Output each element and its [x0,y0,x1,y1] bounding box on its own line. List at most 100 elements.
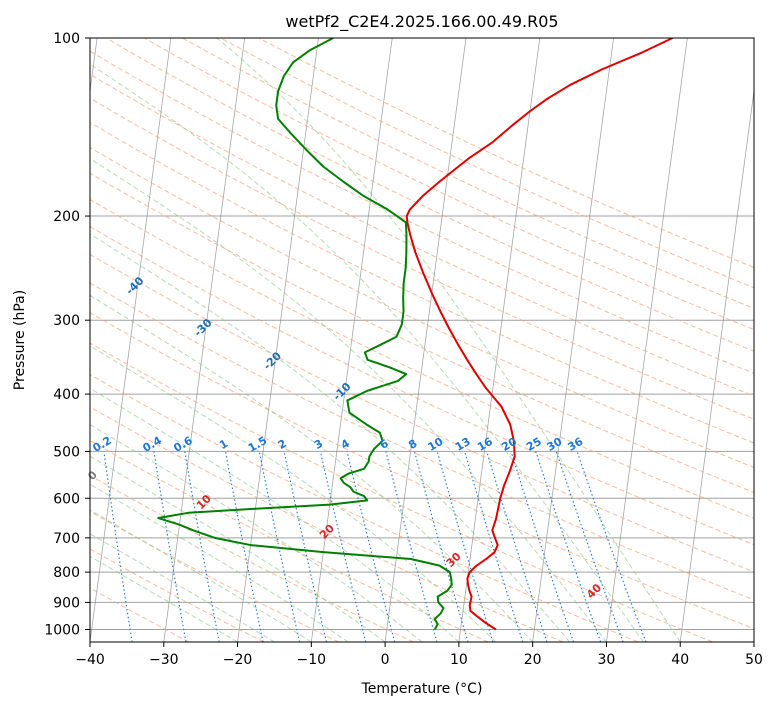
moist-adiabat-line [90,63,644,642]
dry-adiabat-line [90,146,754,469]
mixing-ratio-line [385,451,438,642]
dry-adiabat-line [219,38,754,289]
y-tick-label: 100 [53,31,80,47]
grid-layer [90,38,754,642]
isotherm-line [458,38,541,642]
moist-adiabat-line [90,387,460,642]
mixing-ratio-line [555,451,624,642]
mixing-ratio-line [103,451,133,642]
mixing-ratio-line [153,451,187,642]
y-tick-label: 200 [53,209,80,225]
x-tick-label: 10 [450,652,468,668]
isotherm-line [90,38,172,642]
dry-adiabat-line [90,406,564,642]
isotherm-line [679,88,754,642]
x-tick-label: 40 [671,652,689,668]
moist-adiabat-line [90,158,607,642]
isotherm-line [237,38,319,642]
mixing-ratio-label: 3 [312,437,325,452]
isotherm-line [90,38,98,95]
mixing-ratio-line [413,451,469,642]
dry-adiabat-label: 0 [85,468,100,483]
mixing-ratio-line [184,451,220,642]
dry-adiabat-label: 10 [194,492,214,512]
moist-adiabat-line [90,533,275,642]
moist-adiabat-line [90,233,570,642]
label-layer: 0.2 0.4 0.6 1 1.5 2 3 4 6 8 10 13 16 20 25 30 36-40-30-2… [85,274,604,601]
moist-adiabat-line [90,423,423,642]
mixing-ratio-line [576,451,647,642]
mixing-ratio-label: 8 [406,437,419,452]
dry-adiabat-line [90,226,754,546]
dry-adiabat-line [90,172,754,494]
moist-adiabat-line [90,455,386,642]
isotherm-line [163,38,246,642]
isotherm-line [532,38,614,642]
mixing-ratio-line [258,451,301,642]
moist-adiabat-line [216,38,681,642]
dry-adiabat-label: 40 [584,581,604,601]
y-tick-label: 700 [53,531,80,547]
dry-adiabat-line [90,253,754,573]
x-tick-label: 0 [381,652,390,668]
dewpoint-profile-line [157,38,453,630]
mixing-ratio-line [464,451,524,642]
y-tick-label: 800 [53,565,80,581]
plot-frame [89,37,755,643]
dry-adiabat-line [90,97,754,420]
isotherm-label: -40 [123,274,146,297]
dry-adiabat-line [90,548,264,642]
mixing-ratio-label: 1 [217,437,230,452]
mixing-ratio-line [486,451,548,642]
x-tick-label: −30 [149,652,179,668]
mixing-ratio-line [535,451,602,642]
isotherm-line [753,638,754,642]
mixing-ratio-line [283,451,327,642]
y-tick-label: 1000 [44,622,80,638]
dry-adiabat-line [181,38,754,310]
dry-adiabat-line [90,198,754,519]
y-tick-label: 600 [53,491,80,507]
x-tick-label: −10 [297,652,327,668]
moist-adiabat-line [90,483,349,642]
moist-adiabat-line [90,294,534,642]
series-layer [157,38,674,631]
mixing-ratio-line [319,451,367,642]
mixing-ratio-line [346,451,396,642]
x-tick-label: 50 [745,652,763,668]
dry-adiabat-line [90,312,754,630]
dry-adiabat-line [90,474,414,642]
dry-adiabat-line [90,373,639,642]
x-axis-label: Temperature (°C) [361,681,483,697]
chart-title: wetPf2_C2E4.2025.166.00.49.R05 [285,12,558,32]
mixing-ratio-label: 4 [339,437,352,452]
dry-adiabat-line [90,439,489,642]
isotherm-label: -20 [261,349,284,372]
dry-adiabat-line [257,38,754,269]
x-tick-label: −40 [75,652,105,668]
dry-adiabat-line [90,121,754,444]
moist-adiabat-line [90,345,497,642]
mixing-ratio-line [436,451,494,642]
dry-adiabat-line [90,587,190,642]
mixing-ratio-line [510,451,575,642]
dry-adiabat-line [90,282,754,601]
dry-adiabat-label: 30 [444,550,464,570]
isotherm-line [384,38,467,642]
y-tick-label: 300 [53,313,80,329]
y-tick-label: 500 [53,444,80,460]
isotherm-label: -30 [191,316,214,339]
temperature-profile-line [405,38,674,631]
moist-adiabat-line [90,555,238,642]
x-tick-label: −20 [223,652,253,668]
isotherm-line [606,38,688,642]
ticks-layer: −40 −30 −20 −10 0 10 20 30 40 5010020030040050060… [44,31,763,668]
y-tick-label: 400 [53,387,80,403]
dry-adiabat-line [90,342,713,642]
x-tick-label: 20 [524,652,542,668]
y-axis-label: Pressure (hPa) [12,290,28,390]
dry-adiabat-label: 20 [317,521,337,541]
x-tick-label: 30 [598,652,616,668]
